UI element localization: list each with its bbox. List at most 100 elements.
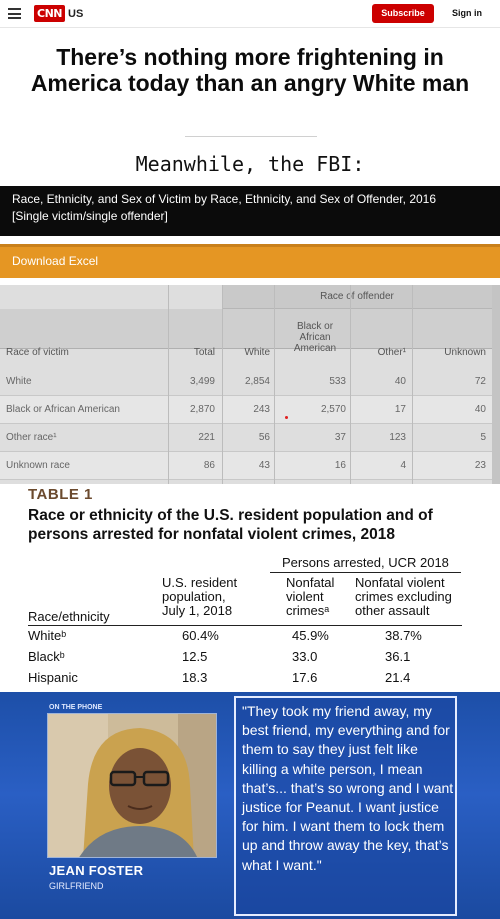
col-black: Black or African American	[280, 321, 350, 354]
cell-nonfatal: 17.6	[292, 670, 318, 685]
cell-white: 56	[258, 432, 270, 443]
table-row: Unknown race 86 43 16 4 23	[0, 452, 500, 480]
table-header-row	[0, 309, 500, 349]
row-label: Unknown race	[6, 460, 70, 471]
table-row: White 3,499 2,854 533 40 72	[0, 368, 500, 396]
col-nonfatal-excl-line-3: other assault	[355, 603, 430, 618]
meme-caption: Meanwhile, the FBI:	[135, 152, 365, 176]
col-unknown: Unknown	[444, 347, 486, 358]
interviewee-name: JEAN FOSTER	[49, 863, 144, 878]
column-divider	[222, 285, 223, 485]
interviewee-photo	[47, 713, 217, 858]
cell-black: 533	[329, 376, 346, 387]
rule	[270, 572, 461, 573]
col-nonfatal-line-3: crimesᵃ	[286, 603, 330, 618]
col-nonfatal-excl: Nonfatal violent crimes excluding other …	[355, 576, 452, 618]
cell-other: 123	[389, 432, 406, 443]
red-dot-marker	[285, 416, 288, 419]
edition-label: US	[68, 7, 84, 20]
site-header: CNN US Subscribe Sign in	[0, 0, 500, 28]
cell-nonfatal: 33.0	[292, 649, 318, 664]
cell-black: 2,570	[320, 404, 346, 415]
offender-group-header: Race of offender	[222, 285, 492, 309]
col-nonfatal-excl-line-1: Nonfatal violent	[355, 575, 445, 590]
fbi-title-line-1: Race, Ethnicity, and Sex of Victim by Ra…	[12, 192, 437, 206]
row-label: Other race¹	[6, 432, 57, 443]
news-clip: ON THE PHONE JEAN FOSTER GIRLFRIEND "The…	[0, 692, 500, 919]
row-label: White	[6, 376, 32, 387]
row-label: Hispanic	[28, 670, 78, 685]
interviewee-role: GIRLFRIEND	[49, 881, 104, 891]
article-headline: There’s nothing more frightening in Amer…	[30, 44, 470, 96]
cell-total: 3,499	[189, 376, 215, 387]
cell-black: 37	[334, 432, 346, 443]
col-other: Other¹	[377, 347, 406, 358]
col-nonfatal-excl-line-2: crimes excluding	[355, 589, 452, 604]
col-nonfatal: Nonfatal violent crimesᵃ	[286, 576, 334, 618]
fbi-title-line-2: [Single victim/single offender]	[12, 209, 168, 223]
cell-total: 86	[203, 460, 215, 471]
row-label: Black or African American	[6, 404, 120, 415]
col-black-line-3: American	[293, 343, 337, 354]
cell-black: 16	[334, 460, 346, 471]
cell-nonfatal-excl: 36.1	[385, 649, 411, 664]
cell-unknown: 23	[474, 460, 486, 471]
column-divider	[350, 285, 351, 485]
table-title: Race or ethnicity of the U.S. resident p…	[28, 507, 433, 543]
persons-arrested-header: Persons arrested, UCR 2018	[282, 555, 449, 570]
row-label: Blackᵇ	[28, 649, 65, 664]
table-scroll-edge	[492, 285, 500, 485]
rule	[28, 625, 462, 626]
cell-unknown: 5	[480, 432, 486, 443]
download-excel-bar: Download Excel	[0, 244, 500, 278]
cell-unknown: 72	[474, 376, 486, 387]
cell-nonfatal-excl: 21.4	[385, 670, 411, 685]
cell-unknown: 40	[474, 404, 486, 415]
col-white: White	[244, 347, 270, 358]
cell-nonfatal-excl: 38.7%	[385, 628, 422, 643]
divider	[185, 136, 317, 137]
fbi-table-title: Race, Ethnicity, and Sex of Victim by Ra…	[0, 186, 500, 236]
cell-total: 2,870	[189, 404, 215, 415]
col-black-line-1: Black or	[296, 321, 334, 332]
column-divider	[274, 285, 275, 485]
cell-population: 60.4%	[182, 628, 219, 643]
cell-population: 18.3	[182, 670, 208, 685]
cell-nonfatal: 45.9%	[292, 628, 329, 643]
column-divider	[412, 285, 413, 485]
quote-text: "They took my friend away, my best frien…	[242, 703, 454, 873]
cell-white: 2,854	[244, 376, 270, 387]
col-nonfatal-line-2: violent	[286, 589, 324, 604]
cell-white: 243	[253, 404, 270, 415]
col-population-line-2: population,	[162, 589, 226, 604]
subscribe-button[interactable]: Subscribe	[372, 4, 434, 23]
fbi-data-table: Race of offender Race of victim Total Wh…	[0, 285, 500, 485]
cell-other: 40	[394, 376, 406, 387]
table-label: TABLE 1	[28, 486, 93, 503]
row-label: Whiteᵇ	[28, 628, 67, 643]
col-total: Total	[193, 347, 215, 358]
col-black-line-2: African	[299, 332, 331, 343]
column-divider	[168, 285, 169, 485]
col-race-ethnicity: Race/ethnicity	[28, 609, 110, 624]
offender-group-label: Race of offender	[320, 291, 394, 302]
table-row: Other race¹ 221 56 37 123 5	[0, 424, 500, 452]
cell-white: 43	[258, 460, 270, 471]
cell-other: 4	[400, 460, 406, 471]
col-population-line-3: July 1, 2018	[162, 603, 233, 618]
col-nonfatal-line-1: Nonfatal	[286, 575, 335, 590]
menu-icon[interactable]	[8, 8, 21, 19]
col-population: U.S. resident population, July 1, 2018	[162, 576, 237, 618]
cnn-logo[interactable]: CNN US	[34, 5, 83, 22]
cell-total: 221	[198, 432, 215, 443]
quote-box: "They took my friend away, my best frien…	[234, 696, 457, 916]
sign-in-button[interactable]: Sign in	[452, 8, 482, 18]
table-row: Black or African American 2,870 243 2,57…	[0, 396, 500, 424]
person-portrait-icon	[48, 714, 216, 857]
col-race-of-victim: Race of victim	[6, 347, 69, 358]
download-excel-link[interactable]: Download Excel	[12, 254, 99, 268]
cnn-logo-mark: CNN	[34, 5, 65, 22]
cell-other: 17	[394, 404, 406, 415]
bjs-table-1: TABLE 1 Race or ethnicity of the U.S. re…	[0, 484, 500, 692]
on-the-phone-label: ON THE PHONE	[49, 704, 103, 711]
